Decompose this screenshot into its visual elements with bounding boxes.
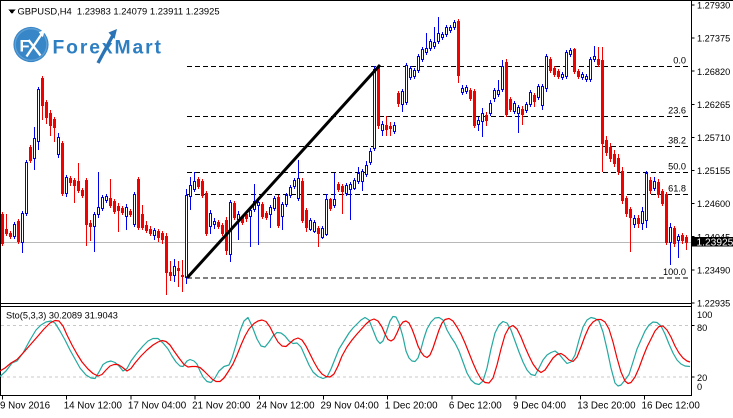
svg-text:17 Nov 04:00: 17 Nov 04:00 xyxy=(128,401,187,412)
svg-text:1.24600: 1.24600 xyxy=(697,199,730,209)
svg-text:1.27930: 1.27930 xyxy=(697,1,730,11)
svg-text:23.6: 23.6 xyxy=(668,105,686,115)
svg-text:80: 80 xyxy=(697,323,707,333)
svg-text:1.23490: 1.23490 xyxy=(697,265,730,275)
svg-text:Sto(5,3,3) 30.2089 31.9043: Sto(5,3,3) 30.2089 31.9043 xyxy=(6,311,118,321)
svg-text:1.26265: 1.26265 xyxy=(697,100,730,110)
svg-text:24 Nov 12:00: 24 Nov 12:00 xyxy=(256,401,315,412)
svg-text:1 Dec 20:00: 1 Dec 20:00 xyxy=(385,401,438,412)
svg-text:16 Dec 12:00: 16 Dec 12:00 xyxy=(642,401,701,412)
svg-text:0: 0 xyxy=(697,382,702,392)
svg-text:100.0: 100.0 xyxy=(663,267,686,277)
svg-text:21 Nov 20:00: 21 Nov 20:00 xyxy=(192,401,251,412)
svg-text:13 Dec 20:00: 13 Dec 20:00 xyxy=(577,401,636,412)
svg-text:61.8: 61.8 xyxy=(668,184,686,194)
svg-text:1.22935: 1.22935 xyxy=(697,299,730,309)
svg-text:1.26820: 1.26820 xyxy=(697,67,730,77)
svg-text:29 Nov 04:00: 29 Nov 04:00 xyxy=(321,401,380,412)
svg-text:38.2: 38.2 xyxy=(668,136,686,146)
svg-text:9 Dec 04:00: 9 Dec 04:00 xyxy=(513,401,566,412)
svg-text:14 Nov 12:00: 14 Nov 12:00 xyxy=(64,401,123,412)
svg-text:50.0: 50.0 xyxy=(668,161,686,171)
svg-text:100: 100 xyxy=(697,310,712,320)
svg-text:6 Dec 12:00: 6 Dec 12:00 xyxy=(449,401,502,412)
svg-text:1.25710: 1.25710 xyxy=(697,133,730,143)
svg-text:1.25155: 1.25155 xyxy=(697,166,730,176)
svg-text:9 Nov 2016: 9 Nov 2016 xyxy=(0,401,51,412)
svg-text:0.0: 0.0 xyxy=(673,56,686,66)
svg-text:GBPUSD,H4 1.23983 1.24079 1.2: GBPUSD,H4 1.23983 1.24079 1.23911 1.2392… xyxy=(18,5,220,16)
svg-text:1.27375: 1.27375 xyxy=(697,34,730,44)
svg-text:1.23925: 1.23925 xyxy=(697,237,733,248)
